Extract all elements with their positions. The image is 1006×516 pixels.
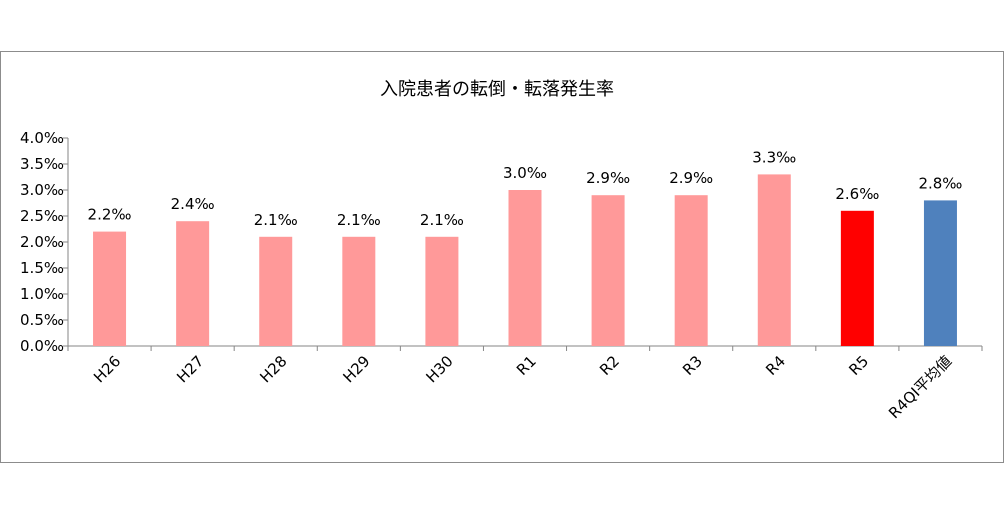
- bar: [591, 195, 625, 346]
- bar: [674, 195, 708, 346]
- x-category-label: R3: [679, 352, 706, 379]
- y-tick-label: 0.5‰: [20, 311, 64, 329]
- y-tick-label: 0.0‰: [20, 337, 64, 355]
- y-tick-label: 1.0‰: [20, 285, 64, 303]
- y-tick-label: 3.5‰: [20, 155, 64, 173]
- x-category-label: H30: [423, 352, 457, 386]
- bar: [176, 221, 210, 346]
- axes: 0.0‰ 0.5‰ 1.0‰ 1.5‰ 2.0‰ 2.5‰ 3.0‰ 3.5‰ 4.0‰ H26 H…: [20, 129, 983, 422]
- chart-frame: [0, 51, 1004, 463]
- data-label: 2.1‰: [420, 211, 464, 229]
- x-category-label: H29: [339, 352, 373, 386]
- bar: [93, 231, 127, 346]
- bar: [923, 200, 957, 346]
- data-label: 3.0‰: [503, 164, 547, 182]
- x-category-label: H28: [256, 352, 290, 386]
- bar: [259, 236, 293, 346]
- data-label: 2.9‰: [586, 169, 630, 187]
- bar: [425, 236, 459, 346]
- x-category-label: H27: [173, 352, 207, 386]
- x-category-label: R4QI平均値: [885, 352, 955, 422]
- data-label: 2.1‰: [337, 211, 381, 229]
- chart-title: 入院患者の転倒・転落発生率: [380, 79, 614, 100]
- bar: [840, 210, 874, 346]
- x-category-label: R1: [513, 352, 540, 379]
- x-category-label: R4: [762, 352, 789, 379]
- bar: [508, 190, 542, 346]
- data-label: 2.6‰: [835, 185, 879, 203]
- y-tick-label: 2.5‰: [20, 207, 64, 225]
- data-label: 2.4‰: [171, 195, 215, 213]
- data-label: 2.1‰: [254, 211, 298, 229]
- bars: [93, 174, 957, 346]
- data-label: 2.9‰: [669, 169, 713, 187]
- data-label: 2.8‰: [918, 174, 962, 192]
- bar: [757, 174, 791, 346]
- x-category-label: R2: [596, 352, 623, 379]
- x-category-label: H26: [90, 352, 124, 386]
- y-tick-label: 3.0‰: [20, 181, 64, 199]
- data-labels: 2.2‰ 2.4‰ 2.1‰ 2.1‰ 2.1‰ 3.0‰ 2.9‰ 2.9‰ 3.3‰ 2.6‰…: [88, 148, 963, 228]
- data-label: 3.3‰: [752, 148, 796, 166]
- x-category-label: R5: [845, 352, 872, 379]
- data-label: 2.2‰: [88, 206, 132, 224]
- y-tick-label: 2.0‰: [20, 233, 64, 251]
- bar: [342, 236, 376, 346]
- y-tick-label: 4.0‰: [20, 129, 64, 147]
- y-tick-label: 1.5‰: [20, 259, 64, 277]
